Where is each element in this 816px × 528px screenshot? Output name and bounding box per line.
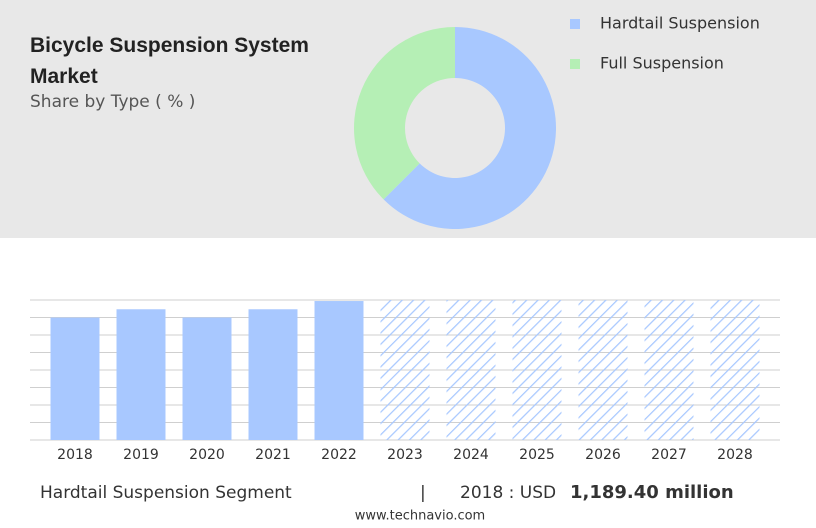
x-tick-label: 2028 <box>717 447 753 463</box>
bar <box>116 309 166 440</box>
x-tick-label: 2020 <box>189 447 225 463</box>
footer-segment: Hardtail Suspension Segment <box>40 483 292 503</box>
legend-label: Hardtail Suspension <box>600 14 760 33</box>
legend-label: Full Suspension <box>600 54 724 73</box>
bar <box>182 317 232 440</box>
x-tick-label: 2018 <box>57 447 93 463</box>
forecast-placeholder <box>446 300 496 440</box>
chart-subtitle: Share by Type ( % ) <box>30 92 196 112</box>
bar <box>314 301 364 440</box>
x-tick-label: 2027 <box>651 447 687 463</box>
x-tick-label: 2023 <box>387 447 423 463</box>
chart-title: Bicycle Suspension System Market <box>30 34 309 88</box>
legend-marker <box>570 19 580 29</box>
legend-marker <box>570 59 580 69</box>
x-tick-label: 2026 <box>585 447 621 463</box>
x-tick-label: 2021 <box>255 447 291 463</box>
pie-slice <box>383 27 556 229</box>
footer-year: 2018 : USD <box>460 483 556 503</box>
bar <box>248 309 298 440</box>
forecast-placeholder <box>512 300 562 440</box>
source: www.technavio.com <box>355 509 485 524</box>
x-tick-label: 2022 <box>321 447 357 463</box>
x-tick-label: 2019 <box>123 447 159 463</box>
forecast-placeholder <box>380 300 430 440</box>
bar <box>50 317 100 440</box>
footer-value: 1,189.40 million <box>570 482 734 503</box>
x-tick-label: 2025 <box>519 447 555 463</box>
x-tick-label: 2024 <box>453 447 489 463</box>
forecast-placeholder <box>710 300 760 440</box>
pie-slice <box>353 27 455 200</box>
forecast-placeholder <box>578 300 628 440</box>
forecast-placeholder <box>644 300 694 440</box>
footer-separator: | <box>420 483 426 503</box>
